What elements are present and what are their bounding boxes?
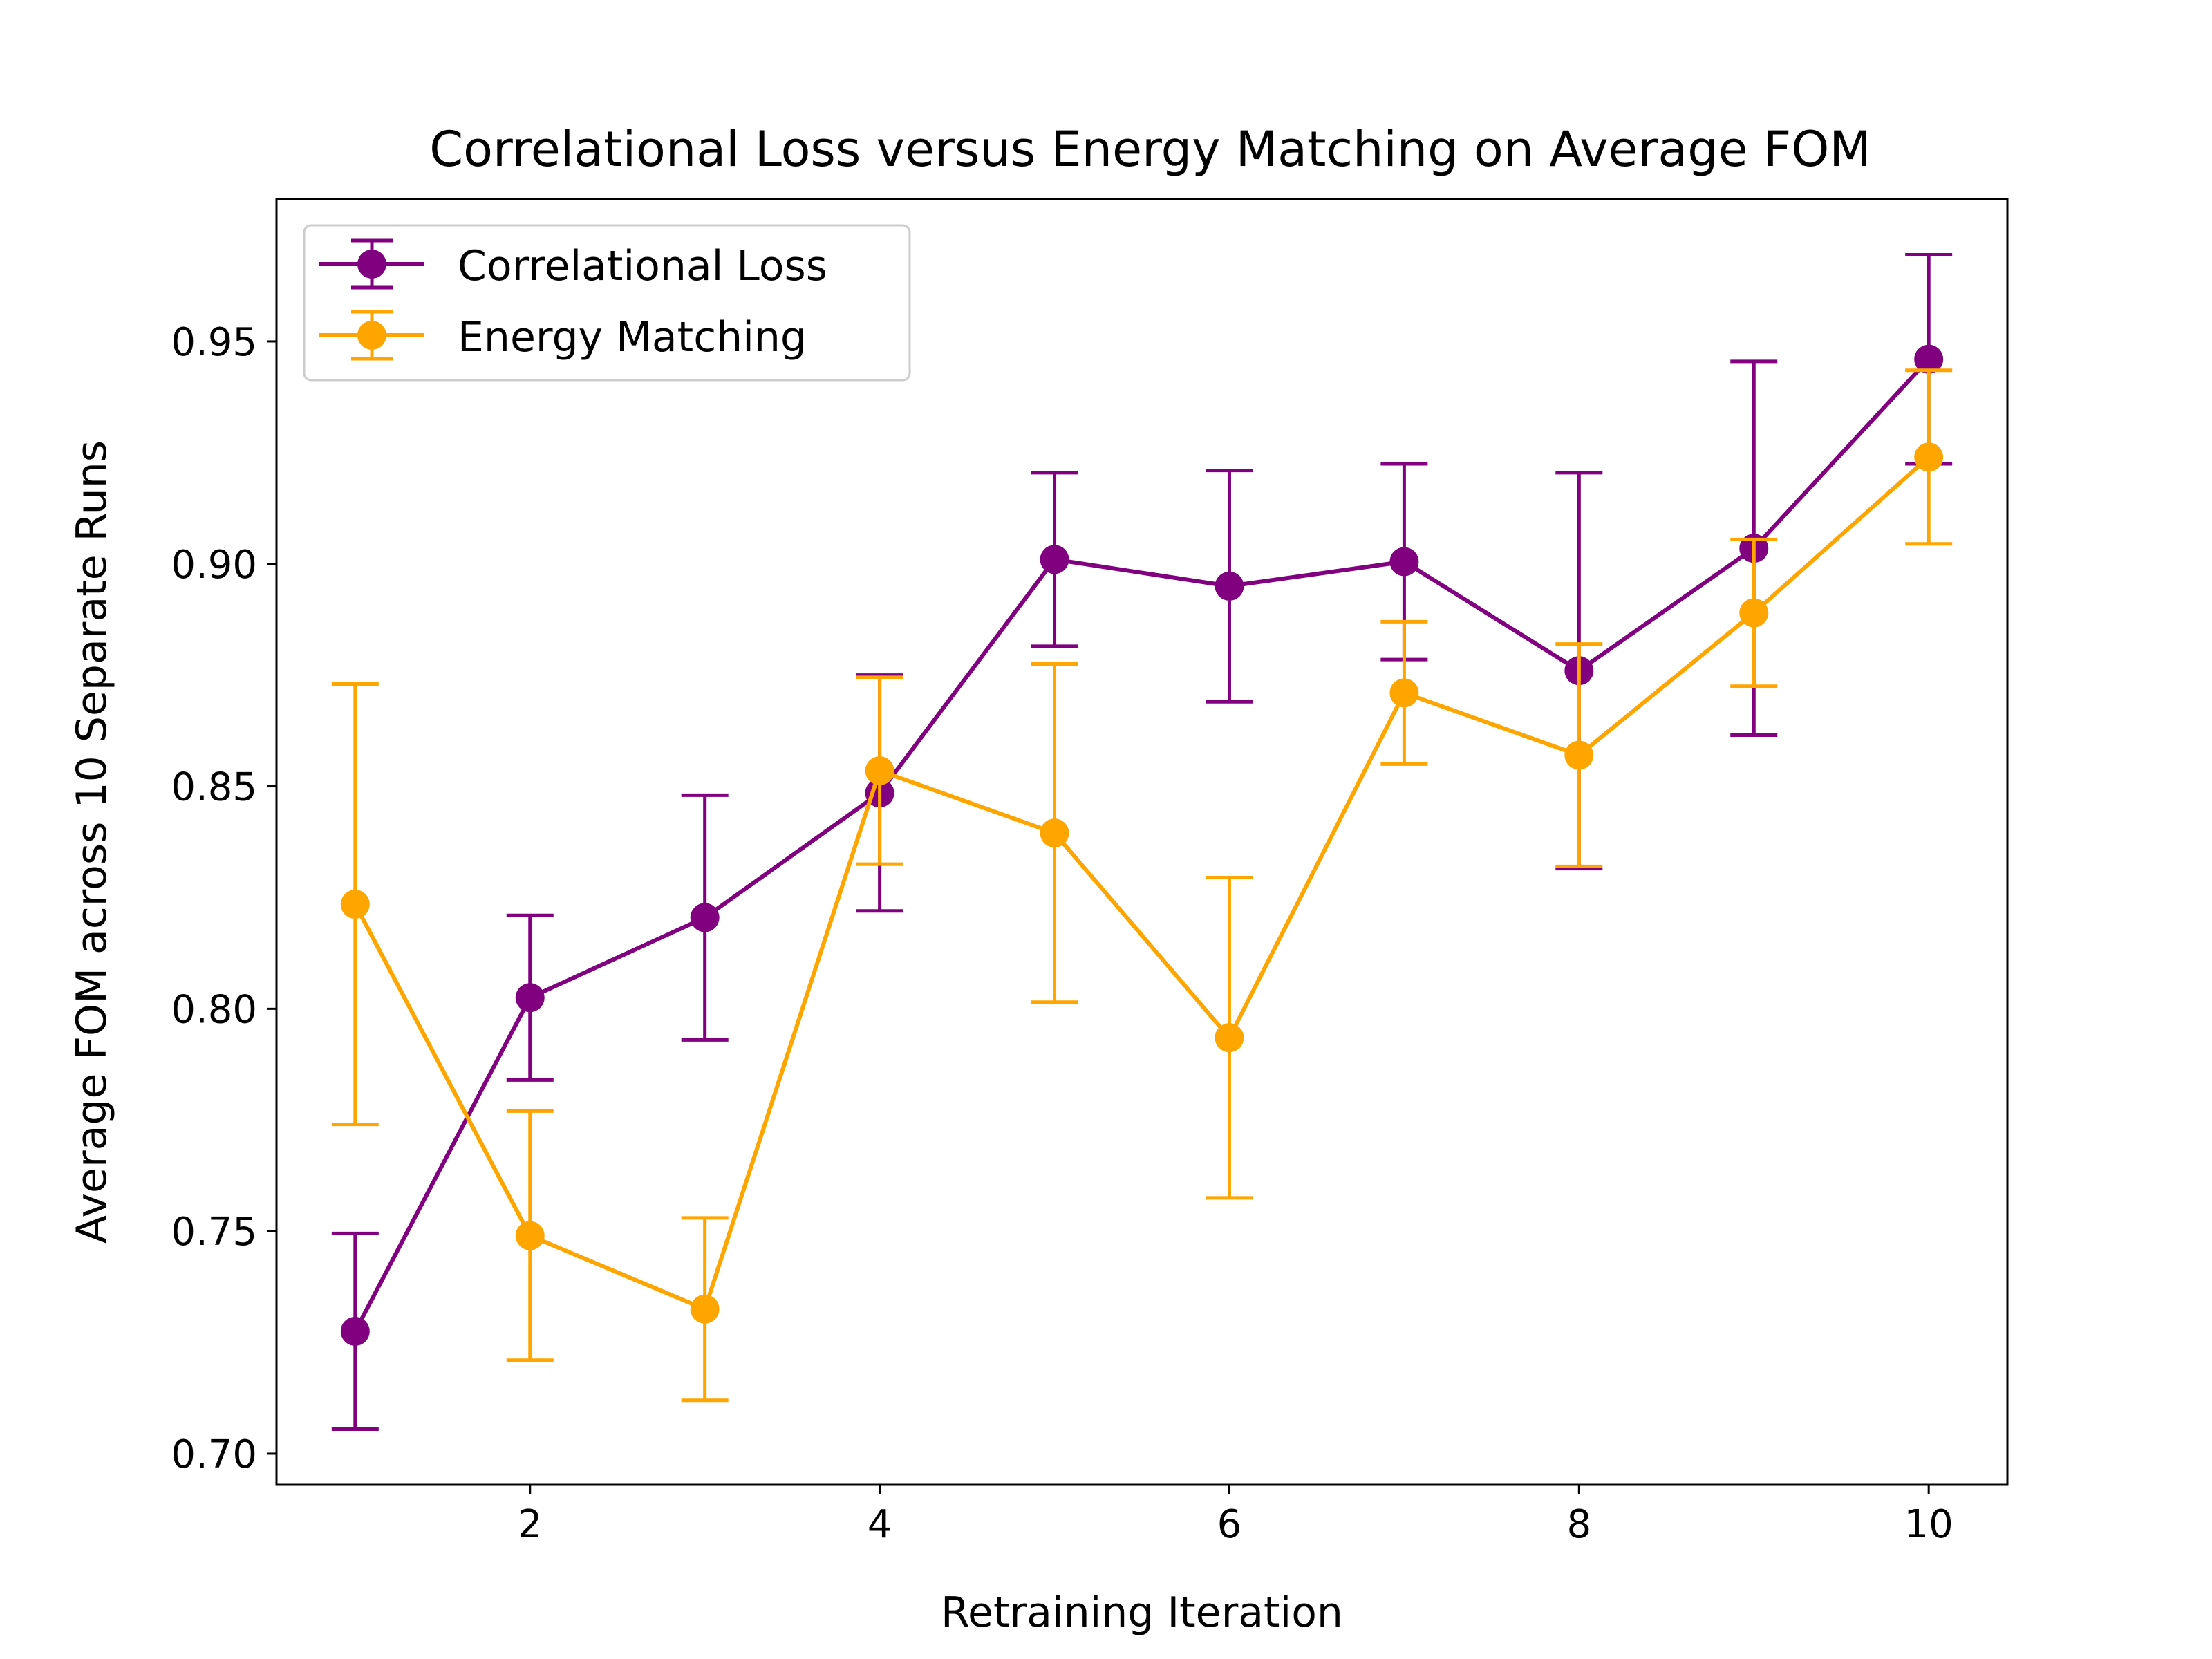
data-point-energy-matching-4 bbox=[865, 756, 894, 786]
legend-entry-energy-matching: Energy Matching bbox=[319, 310, 807, 362]
data-point-energy-matching-8 bbox=[1564, 740, 1594, 770]
data-point-correlational-loss-1 bbox=[340, 1316, 370, 1346]
legend: Correlational Loss Energy Matching bbox=[303, 224, 911, 382]
y-axis: 0.70 0.75 0.80 0.85 0.90 0.95 bbox=[171, 320, 276, 1477]
data-point-correlational-loss-10 bbox=[1914, 344, 1944, 374]
y-tick-label-0.95: 0.95 bbox=[171, 320, 257, 365]
legend-label-energy-matching: Energy Matching bbox=[458, 313, 807, 362]
data-point-energy-matching-3 bbox=[690, 1294, 720, 1324]
legend-frame bbox=[303, 224, 911, 382]
data-point-correlational-loss-2 bbox=[515, 983, 545, 1013]
data-point-correlational-loss-3 bbox=[690, 903, 720, 932]
x-tick-label-6: 6 bbox=[1217, 1502, 1242, 1547]
plot-area bbox=[331, 252, 1953, 1432]
y-axis-label: Average FOM across 10 Separate Runs bbox=[68, 440, 116, 1244]
x-tick-label-4: 4 bbox=[868, 1502, 892, 1547]
legend-marker-energy-matching bbox=[319, 310, 424, 361]
y-tick-label-0.70: 0.70 bbox=[171, 1432, 257, 1477]
x-tick-label-10: 10 bbox=[1904, 1502, 1953, 1547]
legend-entry-correlational-loss: Correlational Loss bbox=[319, 238, 827, 290]
x-axis: 2 4 6 8 10 bbox=[518, 1485, 1953, 1547]
x-tick-label-8: 8 bbox=[1567, 1502, 1592, 1547]
y-tick-label-0.75: 0.75 bbox=[171, 1210, 257, 1255]
data-point-correlational-loss-7 bbox=[1389, 547, 1419, 577]
x-axis-label: Retraining Iteration bbox=[941, 1588, 1343, 1637]
series-line-correlational-loss bbox=[353, 357, 1931, 1333]
data-point-energy-matching-1 bbox=[340, 890, 370, 919]
data-point-energy-matching-2 bbox=[515, 1221, 545, 1250]
y-tick-label-0.90: 0.90 bbox=[171, 543, 257, 588]
data-point-energy-matching-6 bbox=[1215, 1023, 1244, 1053]
plot-frame bbox=[275, 198, 2009, 1486]
y-tick-label-0.85: 0.85 bbox=[171, 765, 257, 810]
legend-marker-correlational-loss bbox=[319, 238, 424, 290]
chart-title: Correlational Loss versus Energy Matchin… bbox=[429, 121, 1871, 178]
data-point-energy-matching-9 bbox=[1739, 598, 1769, 628]
data-point-energy-matching-10 bbox=[1914, 442, 1944, 472]
data-point-correlational-loss-6 bbox=[1215, 571, 1244, 601]
x-tick-label-2: 2 bbox=[518, 1502, 543, 1547]
series-energy-matching bbox=[331, 368, 1953, 1403]
data-point-correlational-loss-5 bbox=[1040, 545, 1069, 574]
series-line-energy-matching bbox=[353, 456, 1931, 1311]
data-point-energy-matching-5 bbox=[1040, 818, 1069, 848]
y-tick-label-0.80: 0.80 bbox=[171, 987, 257, 1032]
data-point-energy-matching-7 bbox=[1389, 678, 1419, 708]
legend-label-correlational-loss: Correlational Loss bbox=[458, 242, 827, 290]
